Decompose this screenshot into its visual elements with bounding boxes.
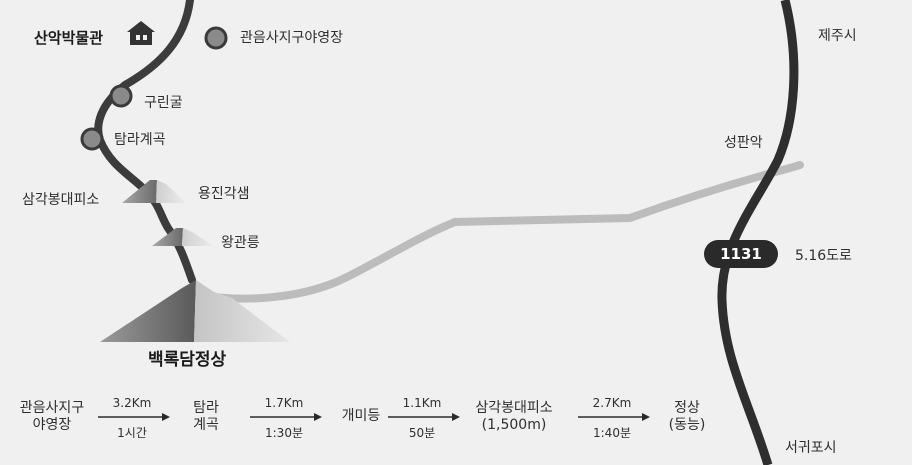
arrow-right-icon [244,412,324,422]
gurin-cave-marker [109,84,133,108]
seongpanak-label: 성판악 [724,135,763,151]
legend-stop-line1: 정상 [674,400,700,416]
legend-stop-line2: 계곡 [193,417,219,433]
yongjin-cave-label: 용진각샘 [198,186,250,202]
tamra-valley-label: 탐라계곡 [114,132,166,148]
arrow-right-icon [92,412,172,422]
legend-stop-line2: (1,500m) [481,417,547,433]
museum-label: 산악박물관 [34,29,104,47]
legend-stop-samgak: 삼각봉대피소 (1,500m) [462,400,566,434]
legend-segment-4: 2.7Km 1:40분 [572,396,652,441]
samgak-peak-right [156,180,186,203]
gurin-cave-label: 구린굴 [144,95,183,111]
legend-stop-line2: (동능) [668,417,706,433]
route-number-badge: 1131 [704,240,778,268]
summit-mountain-right [194,280,290,342]
samgak-peak-left [122,180,157,203]
gwaneumsa-trail [94,0,196,284]
legend-stop-campsite: 관음사지구 야영장 [10,400,94,434]
legend-segment-1: 3.2Km 1시간 [92,396,172,441]
campsite-label: 관음사지구야영장 [240,30,344,46]
wanggwan-peak-right [182,228,214,246]
road-516-label: 5.16도로 [795,248,852,264]
tamra-valley-marker [80,127,104,151]
segment-time: 1시간 [117,426,147,440]
seongpanak-road [194,161,804,303]
house-icon [127,21,155,45]
wanggwan-label: 왕관릉 [221,235,260,251]
highway-1131 [717,0,799,465]
legend-stop-summit: 정상 (동능) [656,400,718,434]
segment-distance: 1.7Km [264,396,304,410]
legend-stop-gaemideung: 개미등 [330,408,392,425]
campsite-marker-icon [204,26,228,50]
segment-time: 1:40분 [593,426,631,440]
arrow-right-icon [572,412,652,422]
segment-distance: 1.1Km [402,396,442,410]
wanggwan-peak-left [152,228,183,246]
jeju-city-label: 제주시 [818,28,857,44]
seogwipo-label: 서귀포시 [785,440,837,456]
legend-stop-line1: 삼각봉대피소 [475,400,553,416]
legend-stop-line2: 야영장 [32,417,72,433]
segment-distance: 2.7Km [592,396,632,410]
summit-label: 백록담정상 [148,350,227,370]
legend-stop-tamra: 탐라 계곡 [176,400,236,434]
legend-segment-2: 1.7Km 1:30분 [244,396,324,441]
legend-stop-line1: 관음사지구 [19,400,85,416]
legend-stop-line1: 개미등 [341,408,381,424]
segment-distance: 3.2Km [112,396,152,410]
legend-segment-3: 1.1Km 50분 [382,396,462,441]
segment-time: 1:30분 [265,426,303,440]
samgak-shelter-label: 삼각봉대피소 [22,192,100,208]
summit-mountain-left [100,280,196,342]
arrow-right-icon [382,412,462,422]
legend-stop-line1: 탐라 [193,400,219,416]
segment-time: 50분 [408,426,436,440]
